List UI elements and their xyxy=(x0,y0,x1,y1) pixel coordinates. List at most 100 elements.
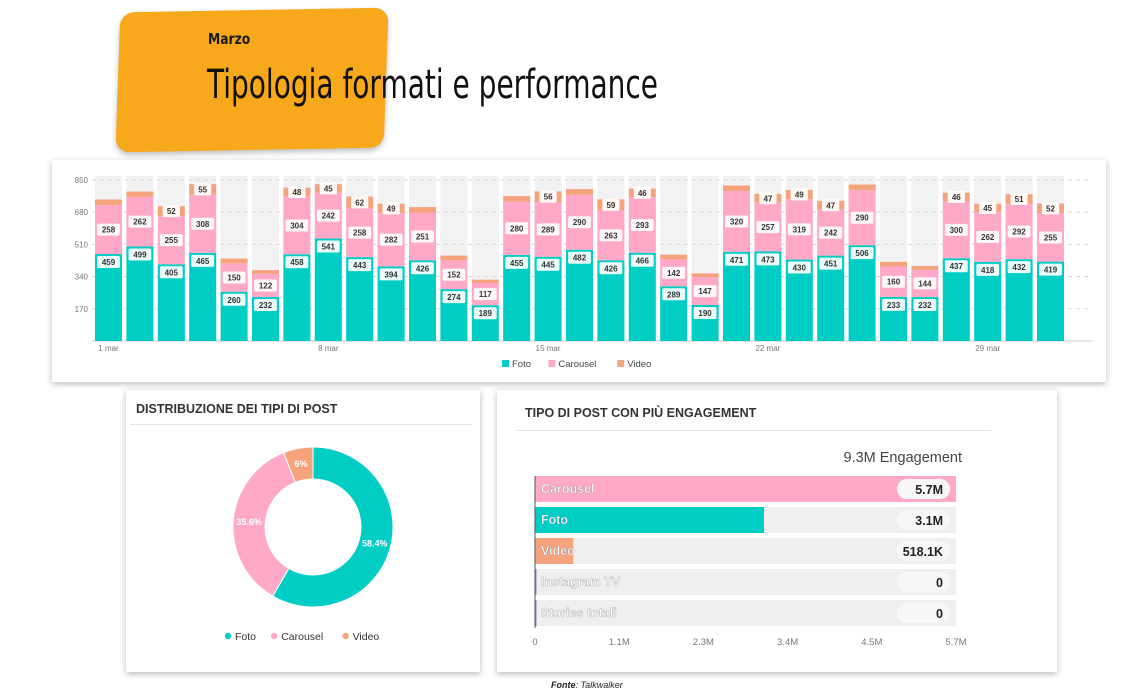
legend-swatch xyxy=(617,360,625,367)
carousel-value-label: 255 xyxy=(165,236,179,245)
carousel-value-label: 122 xyxy=(259,282,273,291)
video-value-label: 56 xyxy=(544,193,553,202)
legend-swatch xyxy=(502,360,509,367)
video-value-label-bg xyxy=(759,192,777,205)
carousel-value-label: 282 xyxy=(384,236,398,245)
engagement-bar xyxy=(535,538,574,564)
foto-value-label-bg xyxy=(599,262,623,275)
foto-value-label: 471 xyxy=(730,256,744,265)
category-label: Video xyxy=(541,544,575,558)
foto-value-label: 506 xyxy=(855,249,869,258)
video-value-label-bg xyxy=(1010,193,1028,206)
carousel-value-label-bg xyxy=(505,222,529,235)
value-pill xyxy=(897,510,950,530)
video-value-label: 45 xyxy=(324,184,333,193)
carousel-value-label: 262 xyxy=(133,218,147,227)
video-value-label: 52 xyxy=(167,207,176,216)
foto-value-label-bg xyxy=(693,307,717,320)
foto-value-label-bg xyxy=(222,293,246,306)
foto-value-label: 232 xyxy=(259,301,273,310)
engagement-bar xyxy=(535,600,537,626)
video-bar xyxy=(409,207,436,213)
foto-value-label-bg xyxy=(379,268,403,281)
carousel-value-label-bg xyxy=(222,271,246,284)
carousel-value-label: 144 xyxy=(918,279,932,288)
legend-swatch xyxy=(548,360,556,367)
carousel-value-label-bg xyxy=(159,234,183,247)
foto-value-label: 418 xyxy=(981,266,995,275)
foto-value-label: 459 xyxy=(102,258,116,267)
foto-value-label-bg xyxy=(348,259,372,272)
carousel-value-label: 263 xyxy=(604,231,618,240)
y-tick-label: 340 xyxy=(75,273,89,282)
carousel-value-label-bg xyxy=(630,218,654,231)
foto-value-label-bg xyxy=(1007,261,1031,274)
video-bar xyxy=(723,185,750,192)
video-value-label: 46 xyxy=(952,193,961,202)
legend-label: Foto xyxy=(512,359,531,370)
foto-bar xyxy=(817,255,845,341)
x-tick-label: 15 mar xyxy=(536,344,561,353)
value-pill xyxy=(897,541,950,561)
foto-value-label-bg xyxy=(630,254,654,267)
video-bar xyxy=(660,254,688,260)
carousel-value-label-bg xyxy=(662,266,686,279)
video-value-label: 51 xyxy=(1015,195,1024,204)
video-bar xyxy=(95,199,122,206)
carousel-value-label: 280 xyxy=(510,224,524,233)
foto-value-label: 473 xyxy=(761,255,775,264)
foto-bar xyxy=(566,249,593,341)
foto-value-label-bg xyxy=(191,254,215,267)
carousel-value-label-bg xyxy=(913,277,937,290)
carousel-value-label-bg xyxy=(693,285,717,298)
video-value-label: 46 xyxy=(638,189,647,198)
bar-track xyxy=(535,600,956,626)
category-label: Stories totali xyxy=(541,606,617,620)
carousel-value-label-bg xyxy=(599,229,623,242)
foto-bar xyxy=(723,251,750,341)
video-value-label-bg xyxy=(790,188,808,201)
foto-value-label-bg xyxy=(725,253,748,266)
foto-value-label: 189 xyxy=(479,309,493,318)
engagement-title: TIPO DI POST CON PIÙ ENGAGEMENT xyxy=(525,406,757,420)
video-value-label-bg xyxy=(947,191,965,204)
foto-value-label-bg xyxy=(944,260,968,273)
legend-dot xyxy=(342,632,349,640)
carousel-value-label-bg xyxy=(191,217,215,230)
x-tick-label: 22 mar xyxy=(755,344,780,353)
video-value-label-bg xyxy=(979,201,997,214)
carousel-value-label: 320 xyxy=(730,217,744,226)
foto-value-label-bg xyxy=(442,291,466,304)
foto-value-label-bg xyxy=(128,248,152,261)
carousel-value-label-bg xyxy=(882,275,905,288)
foto-value-label-bg xyxy=(662,288,686,301)
donut-value-label: 6% xyxy=(294,459,307,469)
video-value-label: 45 xyxy=(983,204,992,213)
video-value-label-bg xyxy=(162,205,180,218)
foto-bar xyxy=(283,254,311,341)
carousel-value-label: 251 xyxy=(416,233,430,242)
foto-value-label-bg xyxy=(787,261,811,274)
carousel-value-label-bg xyxy=(568,216,591,229)
category-label: Instagram TV xyxy=(541,575,621,589)
video-bar xyxy=(252,270,279,274)
x-tick-label: 2.3M xyxy=(693,637,714,648)
foto-value-label: 405 xyxy=(165,268,179,277)
donut-slice-foto xyxy=(272,446,394,608)
page-subtitle: Marzo xyxy=(208,30,251,48)
foto-value-label: 394 xyxy=(384,270,398,279)
value-label: 0 xyxy=(936,607,943,621)
foto-value-label-bg xyxy=(473,307,497,320)
foto-bar xyxy=(503,254,531,341)
x-tick-label: 29 mar xyxy=(975,344,1000,353)
legend-label: Carousel xyxy=(558,359,596,370)
value-pill xyxy=(897,572,950,592)
carousel-value-label: 258 xyxy=(353,229,367,238)
legend-label: Video xyxy=(627,359,651,370)
carousel-value-label-bg xyxy=(285,219,309,232)
carousel-value-label: 290 xyxy=(855,214,869,223)
divider xyxy=(130,424,472,425)
video-bar xyxy=(503,196,531,202)
video-bar xyxy=(911,265,939,270)
video-value-label: 49 xyxy=(795,190,804,199)
